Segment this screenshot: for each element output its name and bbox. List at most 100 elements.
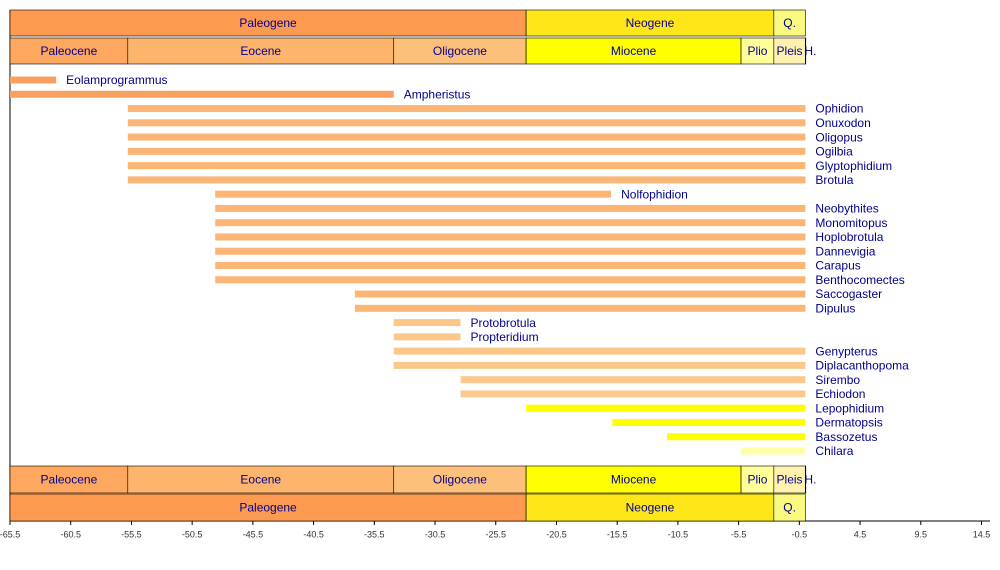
x-tick-label: -15.5 <box>607 529 628 539</box>
x-tick-label: -50.5 <box>182 529 203 539</box>
epoch-label: Eocene <box>240 44 281 58</box>
taxon-label: Ophidion <box>815 102 863 116</box>
period-box <box>773 493 806 522</box>
range-bar <box>393 319 461 327</box>
range-bar <box>215 262 806 270</box>
epoch-label: Oligocene <box>433 473 487 487</box>
epoch-box <box>393 465 527 494</box>
taxon-label: Neobythites <box>815 202 878 216</box>
epoch-label: Miocene <box>611 473 657 487</box>
x-tick-label: -55.5 <box>121 529 142 539</box>
range-bar <box>460 390 806 398</box>
taxon-label: Propteridium <box>471 330 539 344</box>
x-tick-label: 9.5 <box>915 529 928 539</box>
taxon-label: Echiodon <box>815 387 865 401</box>
epoch-box <box>740 37 775 65</box>
taxon-label: Dermatopsis <box>815 416 882 430</box>
x-tick-label: -35.5 <box>364 529 385 539</box>
range-bar <box>666 433 806 441</box>
range-bar <box>526 404 806 412</box>
period-label: Q. <box>783 501 796 515</box>
x-tick-label: -60.5 <box>60 529 81 539</box>
range-bar <box>215 190 612 198</box>
range-bar <box>393 347 806 355</box>
epoch-box <box>525 37 742 65</box>
taxon-label: Chilara <box>815 444 853 458</box>
taxon-label: Dipulus <box>815 301 855 315</box>
epoch-label: Plio <box>747 473 767 487</box>
epoch-box <box>740 465 775 494</box>
epoch-box <box>127 37 395 65</box>
range-bar <box>612 418 806 426</box>
epoch-box <box>9 37 129 65</box>
taxon-label: Ogilbia <box>815 145 853 159</box>
epoch-box <box>127 465 395 494</box>
epoch-box <box>9 465 129 494</box>
range-bar <box>354 304 806 312</box>
epoch-box <box>804 37 807 65</box>
epoch-label: Pleis <box>777 473 803 487</box>
epoch-label: Oligocene <box>433 44 487 58</box>
x-tick-label: -5.5 <box>731 529 747 539</box>
taxon-label: Eolamprogrammus <box>66 73 167 87</box>
taxon-label: Bassozetus <box>815 430 877 444</box>
taxon-label: Benthocomectes <box>815 273 904 287</box>
range-bar <box>10 90 394 98</box>
taxon-label: Nolfophidion <box>621 187 688 201</box>
epoch-box <box>804 465 807 494</box>
taxon-label: Dannevigia <box>815 244 875 258</box>
range-bar <box>127 119 806 127</box>
epoch-box <box>525 465 742 494</box>
taxon-label: Carapus <box>815 259 860 273</box>
epoch-box <box>773 37 806 65</box>
epoch-label: Paleocene <box>41 473 98 487</box>
range-bar <box>215 247 806 255</box>
taxon-label: Oligopus <box>815 130 862 144</box>
range-bar <box>354 290 806 298</box>
x-tick-label: 14.5 <box>973 529 991 539</box>
period-box <box>9 9 527 37</box>
period-label: Neogene <box>626 501 675 515</box>
taxon-label: Onuxodon <box>815 116 870 130</box>
x-tick-label: -0.5 <box>792 529 808 539</box>
x-tick-label: -25.5 <box>485 529 506 539</box>
taxon-label: Diplacanthopoma <box>815 359 909 373</box>
x-tick-label: -40.5 <box>303 529 324 539</box>
x-tick-label: -30.5 <box>425 529 446 539</box>
period-label: Neogene <box>626 16 675 30</box>
range-bar <box>460 376 806 384</box>
taxon-label: Lepophidium <box>815 401 884 415</box>
range-bar <box>127 162 806 170</box>
period-label: Paleogene <box>239 501 297 515</box>
epoch-label: Paleocene <box>41 44 98 58</box>
x-tick-label: 4.5 <box>854 529 867 539</box>
period-label: Paleogene <box>239 16 297 30</box>
taxon-label: Hoplobrotula <box>815 230 883 244</box>
epoch-label: H. <box>804 473 816 487</box>
range-bar <box>215 204 806 212</box>
range-bar <box>393 333 461 341</box>
epoch-box <box>773 465 806 494</box>
period-box <box>773 9 806 37</box>
taxon-label: Glyptophidium <box>815 159 892 173</box>
range-bar <box>127 105 806 113</box>
period-box <box>525 9 775 37</box>
period-label: Q. <box>783 16 796 30</box>
range-bar <box>393 361 806 369</box>
taxon-label: Sirembo <box>815 373 860 387</box>
range-bar <box>127 147 806 155</box>
x-tick-label: -10.5 <box>668 529 689 539</box>
taxon-label: Monomitopus <box>815 216 887 230</box>
epoch-box <box>393 37 527 65</box>
epoch-label: Plio <box>747 44 767 58</box>
taxon-label: Saccogaster <box>815 287 882 301</box>
period-box <box>9 493 527 522</box>
range-bar <box>127 176 806 184</box>
range-bar <box>215 276 806 284</box>
range-bar <box>215 233 806 241</box>
taxon-label: Brotula <box>815 173 853 187</box>
x-tick-label: -20.5 <box>546 529 567 539</box>
x-tick-label: -45.5 <box>243 529 264 539</box>
